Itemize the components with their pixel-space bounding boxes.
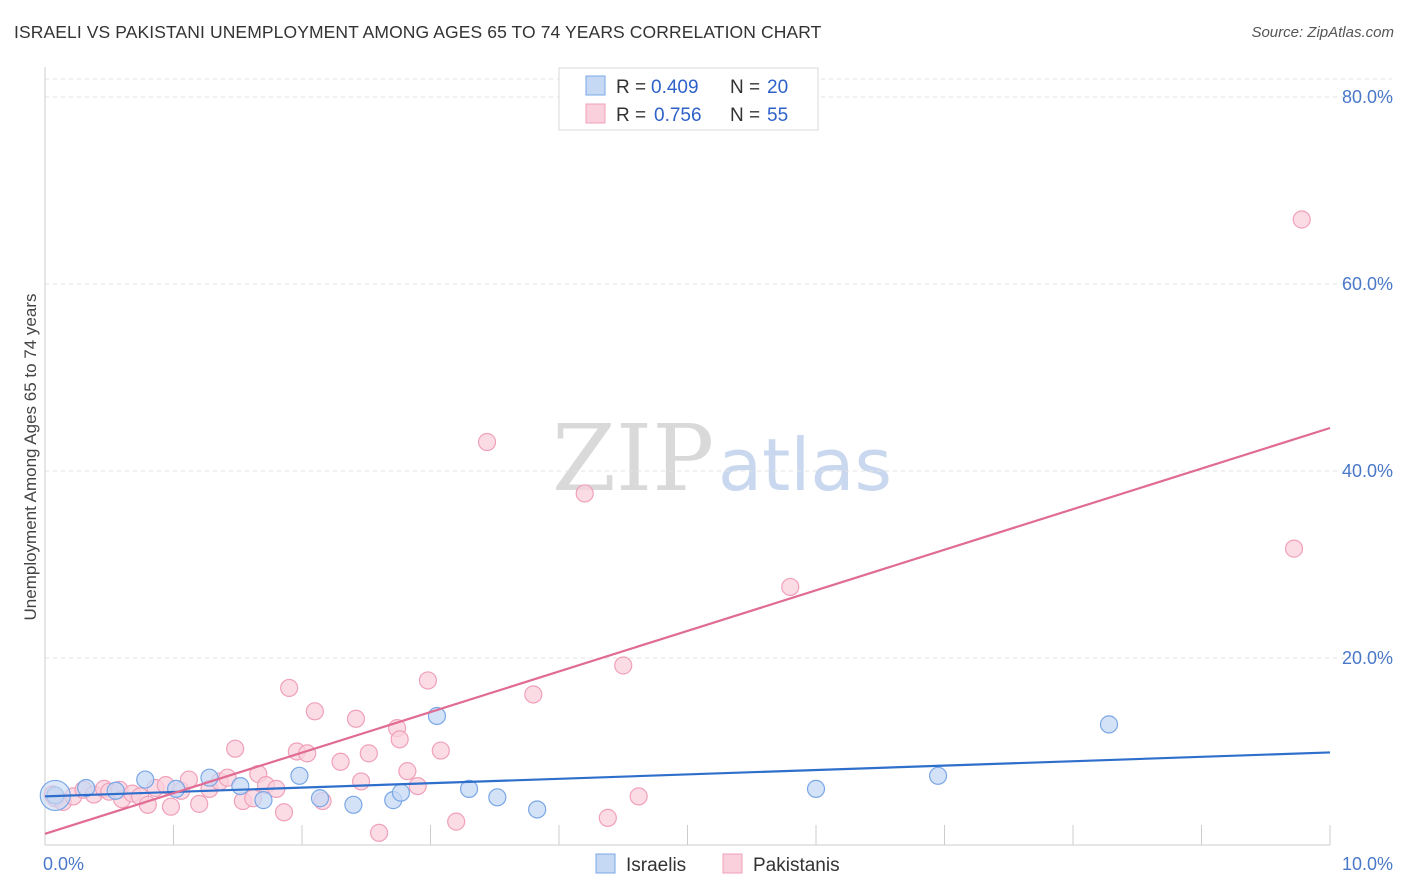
pakistanis-point [477,432,497,452]
legend-n-label-israelis: N = [730,77,760,98]
pakistanis-point [431,741,450,760]
israelis-point [200,768,219,787]
israelis-point [136,770,155,789]
pakistanis-point [629,787,648,806]
series-legend-label-israelis: Israelis [626,855,686,876]
pakistanis-point [598,808,617,827]
pakistanis-point [331,752,350,771]
pakistanis-point [524,685,543,704]
israelis-point [106,781,125,800]
pakistanis-point [218,768,237,787]
x-tick-labels: 0.0% 10.0% [43,854,1393,874]
watermark-atlas: atlas [718,423,892,507]
watermark: ZIP atlas [552,405,892,512]
y-tick-label: 40.0% [1342,461,1393,481]
israelis-point [344,795,363,814]
data-points [39,210,1311,842]
israelis-point [254,791,273,810]
legend-r-label-israelis: R = [616,77,646,98]
pakistanis-point [1284,539,1304,558]
pakistanis-point [280,678,299,698]
israelis-point [528,800,547,819]
legend-r-value-israelis: 0.409 [651,77,699,98]
israelis-point [231,776,250,796]
pakistanis-point [161,797,181,816]
pakistanis-point [305,702,324,721]
pakistanis-point [447,812,466,831]
pakistanis-point [352,772,371,791]
pakistanis-point [781,577,800,597]
y-tick-label: 80.0% [1342,87,1393,107]
x-tick-label-min: 0.0% [43,854,84,874]
israelis-point [77,778,96,798]
legend-n-label-pakistanis: N = [730,105,760,126]
pakistanis-point [408,776,427,796]
series-legend-label-pakistanis: Pakistanis [753,855,840,876]
israelis-point [459,779,479,799]
israelis-trend-line [44,751,1331,798]
pakistanis-point [418,671,438,690]
chart-title: ISRAELI VS PAKISTANI UNEMPLOYMENT AMONG … [14,22,822,42]
x-tick-label-max: 10.0% [1342,854,1393,874]
trend-lines [44,426,1331,835]
israelis-point [1099,715,1119,734]
pakistanis-point [1292,210,1311,229]
israelis-point [806,779,826,799]
pakistanis-trend-line [44,426,1331,835]
israelis-point [391,783,411,802]
axes [44,67,1331,846]
israelis-point [488,788,507,807]
israelis-point [290,766,309,785]
pakistanis-point [575,484,594,503]
pakistanis-point [274,803,294,822]
stats-legend: R = 0.409 N = 20 R = 0.756 N = 55 [558,67,819,131]
pakistanis-point [614,656,633,675]
y-tick-label: 20.0% [1342,648,1393,668]
pakistanis-point [370,823,389,842]
pakistanis-point [398,762,417,781]
series-legend: Israelis Pakistanis [595,853,840,876]
legend-r-value-pakistanis: 0.756 [654,105,702,126]
israelis-point [310,789,330,808]
y-tick-label: 60.0% [1342,274,1393,294]
legend-n-value-pakistanis: 55 [767,105,788,126]
pakistanis-point [390,730,409,749]
legend-n-value-israelis: 20 [767,77,788,98]
pakistanis-point [359,744,378,763]
grid-lines [45,78,1392,659]
y-tick-labels: 20.0% 40.0% 60.0% 80.0% [1342,87,1393,668]
legend-r-label-pakistanis: R = [616,105,646,126]
y-axis-label: Unemployment Among Ages 65 to 74 years [21,294,40,621]
legend-swatch-israelis [585,75,606,96]
series-legend-swatch-pakistanis [722,853,743,874]
israelis-point [928,766,948,785]
pakistanis-point [226,739,245,758]
series-legend-swatch-israelis [595,853,616,874]
legend-swatch-pakistanis [585,103,606,124]
pakistanis-point [346,709,366,728]
pakistanis-point [190,794,209,813]
source-label: Source: ZipAtlas.com [1251,24,1394,41]
